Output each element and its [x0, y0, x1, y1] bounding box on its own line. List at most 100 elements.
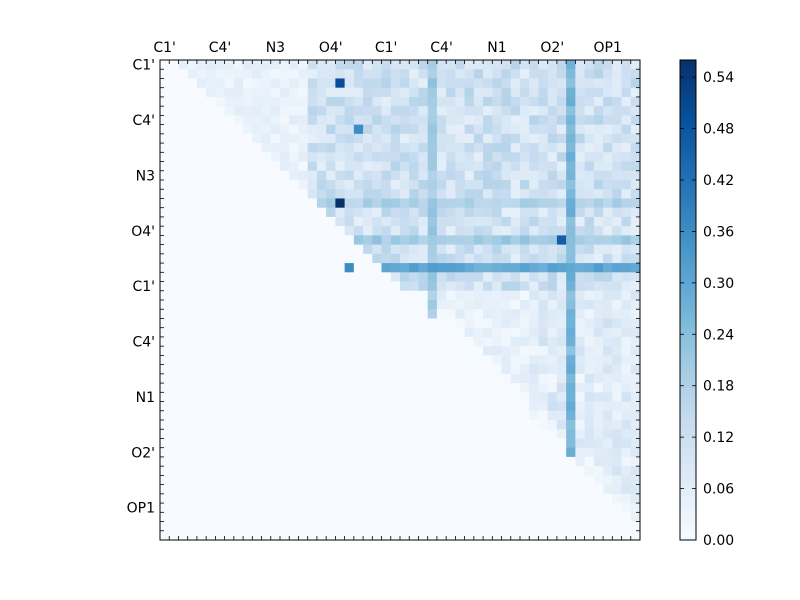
- heatmap-cell: [307, 383, 318, 393]
- heatmap-cell: [427, 124, 438, 135]
- heatmap-cell: [501, 216, 512, 227]
- heatmap-cell: [510, 115, 521, 126]
- heatmap-cell: [160, 364, 170, 375]
- heatmap-cell: [473, 346, 484, 356]
- heatmap-cell: [612, 410, 622, 421]
- heatmap-cell: [566, 69, 576, 79]
- heatmap-cell: [372, 530, 382, 541]
- heatmap-cell: [464, 318, 475, 329]
- heatmap-cell: [464, 143, 475, 153]
- heatmap-cell: [372, 198, 382, 209]
- heatmap-cell: [215, 226, 226, 236]
- heatmap-cell: [510, 226, 521, 236]
- heatmap-cell: [390, 318, 401, 329]
- heatmap-cell: [270, 447, 281, 458]
- heatmap-cell: [215, 106, 226, 116]
- heatmap-cell: [510, 318, 521, 329]
- heatmap-cell: [547, 512, 558, 522]
- heatmap-cell: [400, 309, 410, 319]
- y-tick-label: C1': [132, 279, 155, 295]
- heatmap-cell: [418, 143, 429, 153]
- heatmap-cell: [252, 189, 262, 199]
- heatmap-cell: [196, 244, 207, 255]
- heatmap-cell: [612, 392, 622, 402]
- heatmap-cell: [206, 78, 216, 89]
- heatmap-cell: [464, 272, 475, 282]
- heatmap-cell: [547, 530, 558, 541]
- heatmap-cell: [326, 216, 336, 227]
- heatmap-cell: [473, 189, 484, 199]
- heatmap-cell: [224, 143, 235, 153]
- heatmap-cell: [252, 281, 262, 292]
- heatmap-cell: [520, 170, 530, 181]
- heatmap-cell: [584, 180, 595, 190]
- heatmap-cell: [353, 143, 364, 153]
- heatmap-cell: [196, 60, 207, 70]
- heatmap-cell: [418, 198, 429, 209]
- heatmap-cell: [178, 484, 189, 495]
- heatmap-cell: [252, 235, 262, 246]
- heatmap-cell: [473, 60, 484, 70]
- heatmap-cell: [187, 484, 198, 495]
- heatmap-cell: [492, 410, 502, 421]
- heatmap-cell: [233, 383, 244, 393]
- heatmap-cell: [270, 456, 281, 467]
- heatmap-cell: [436, 410, 447, 421]
- heatmap-cell: [224, 346, 235, 356]
- heatmap-cell: [556, 226, 567, 236]
- heatmap-cell: [455, 456, 466, 467]
- heatmap-cell: [187, 401, 198, 412]
- heatmap-cell: [436, 78, 447, 89]
- heatmap-cell: [566, 87, 576, 98]
- heatmap-cell: [538, 290, 549, 301]
- heatmap-cell: [353, 189, 364, 199]
- heatmap-cell: [418, 189, 429, 199]
- heatmap-cell: [593, 512, 604, 522]
- heatmap-cell: [252, 327, 262, 338]
- heatmap-cell: [224, 373, 235, 384]
- heatmap-cell: [520, 493, 530, 504]
- heatmap-cell: [307, 503, 318, 513]
- heatmap-cell: [252, 198, 262, 209]
- heatmap-cell: [436, 96, 447, 107]
- heatmap-cell: [307, 115, 318, 126]
- heatmap-cell: [501, 115, 512, 126]
- heatmap-cell: [363, 346, 373, 356]
- heatmap-cell: [575, 244, 586, 255]
- heatmap-cell: [335, 69, 346, 79]
- heatmap-cell: [390, 161, 401, 172]
- heatmap-cell: [603, 244, 613, 255]
- heatmap-cell: [280, 503, 290, 513]
- heatmap-cell: [316, 429, 327, 439]
- heatmap-cell: [621, 207, 632, 218]
- heatmap-cell: [409, 521, 419, 532]
- heatmap-cell: [307, 263, 318, 273]
- heatmap-cell: [575, 272, 586, 282]
- heatmap-cell: [501, 410, 512, 421]
- heatmap-cell: [196, 216, 207, 227]
- heatmap-cell: [566, 244, 576, 255]
- heatmap-cell: [547, 309, 558, 319]
- heatmap-cell: [436, 244, 447, 255]
- heatmap-cell: [298, 364, 309, 375]
- heatmap-cell: [206, 401, 216, 412]
- heatmap-cell: [307, 438, 318, 449]
- heatmap-cell: [464, 309, 475, 319]
- heatmap-cell: [483, 410, 493, 421]
- heatmap-cell: [566, 281, 576, 292]
- heatmap-cell: [280, 263, 290, 273]
- heatmap-cell: [630, 484, 641, 495]
- heatmap-cell: [427, 143, 438, 153]
- heatmap-cell: [584, 364, 595, 375]
- heatmap-cell: [630, 161, 641, 172]
- heatmap-cell: [252, 318, 262, 329]
- heatmap-cell: [316, 410, 327, 421]
- heatmap-cell: [566, 512, 576, 522]
- heatmap-cell: [556, 447, 567, 458]
- heatmap-cell: [584, 263, 595, 273]
- heatmap-cell: [381, 198, 392, 209]
- heatmap-cell: [520, 521, 530, 532]
- heatmap-cell: [621, 484, 632, 495]
- heatmap-cell: [196, 383, 207, 393]
- heatmap-cell: [390, 281, 401, 292]
